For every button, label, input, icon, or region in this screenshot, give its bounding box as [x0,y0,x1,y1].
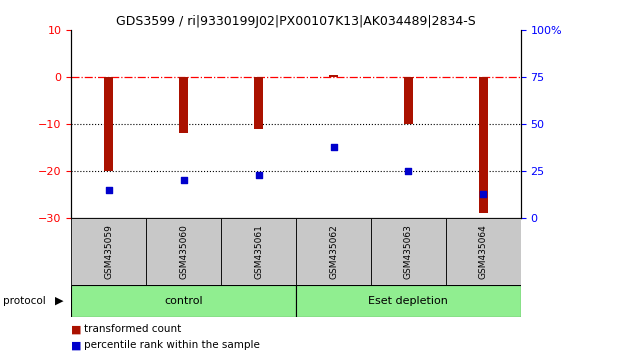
FancyBboxPatch shape [296,218,371,285]
Text: transformed count: transformed count [84,324,181,334]
Text: GSM435060: GSM435060 [179,224,188,279]
FancyBboxPatch shape [71,218,146,285]
Bar [479,77,488,213]
Bar [329,75,338,77]
Text: Eset depletion: Eset depletion [368,296,448,306]
Bar [179,77,188,133]
Point [104,187,113,193]
Text: percentile rank within the sample: percentile rank within the sample [84,340,260,350]
Text: ■: ■ [71,340,82,350]
FancyBboxPatch shape [221,218,296,285]
Text: GSM435063: GSM435063 [404,224,413,279]
FancyBboxPatch shape [71,285,296,317]
Bar [254,77,263,129]
Text: GSM435062: GSM435062 [329,224,338,279]
Text: ▶: ▶ [55,296,63,306]
Text: protocol: protocol [3,296,46,306]
Text: GSM435064: GSM435064 [479,224,488,279]
Text: GSM435061: GSM435061 [254,224,263,279]
FancyBboxPatch shape [371,218,446,285]
Bar [104,77,113,171]
Bar [404,77,413,124]
Text: control: control [164,296,203,306]
Point [254,173,264,178]
FancyBboxPatch shape [146,218,221,285]
Point [329,144,339,150]
Point [179,177,188,183]
Point [479,192,489,197]
Text: GSM435059: GSM435059 [104,224,113,279]
Title: GDS3599 / ri|9330199J02|PX00107K13|AK034489|2834-S: GDS3599 / ri|9330199J02|PX00107K13|AK034… [116,15,476,28]
Text: ■: ■ [71,324,82,334]
FancyBboxPatch shape [296,285,521,317]
FancyBboxPatch shape [446,218,521,285]
Point [404,168,414,174]
